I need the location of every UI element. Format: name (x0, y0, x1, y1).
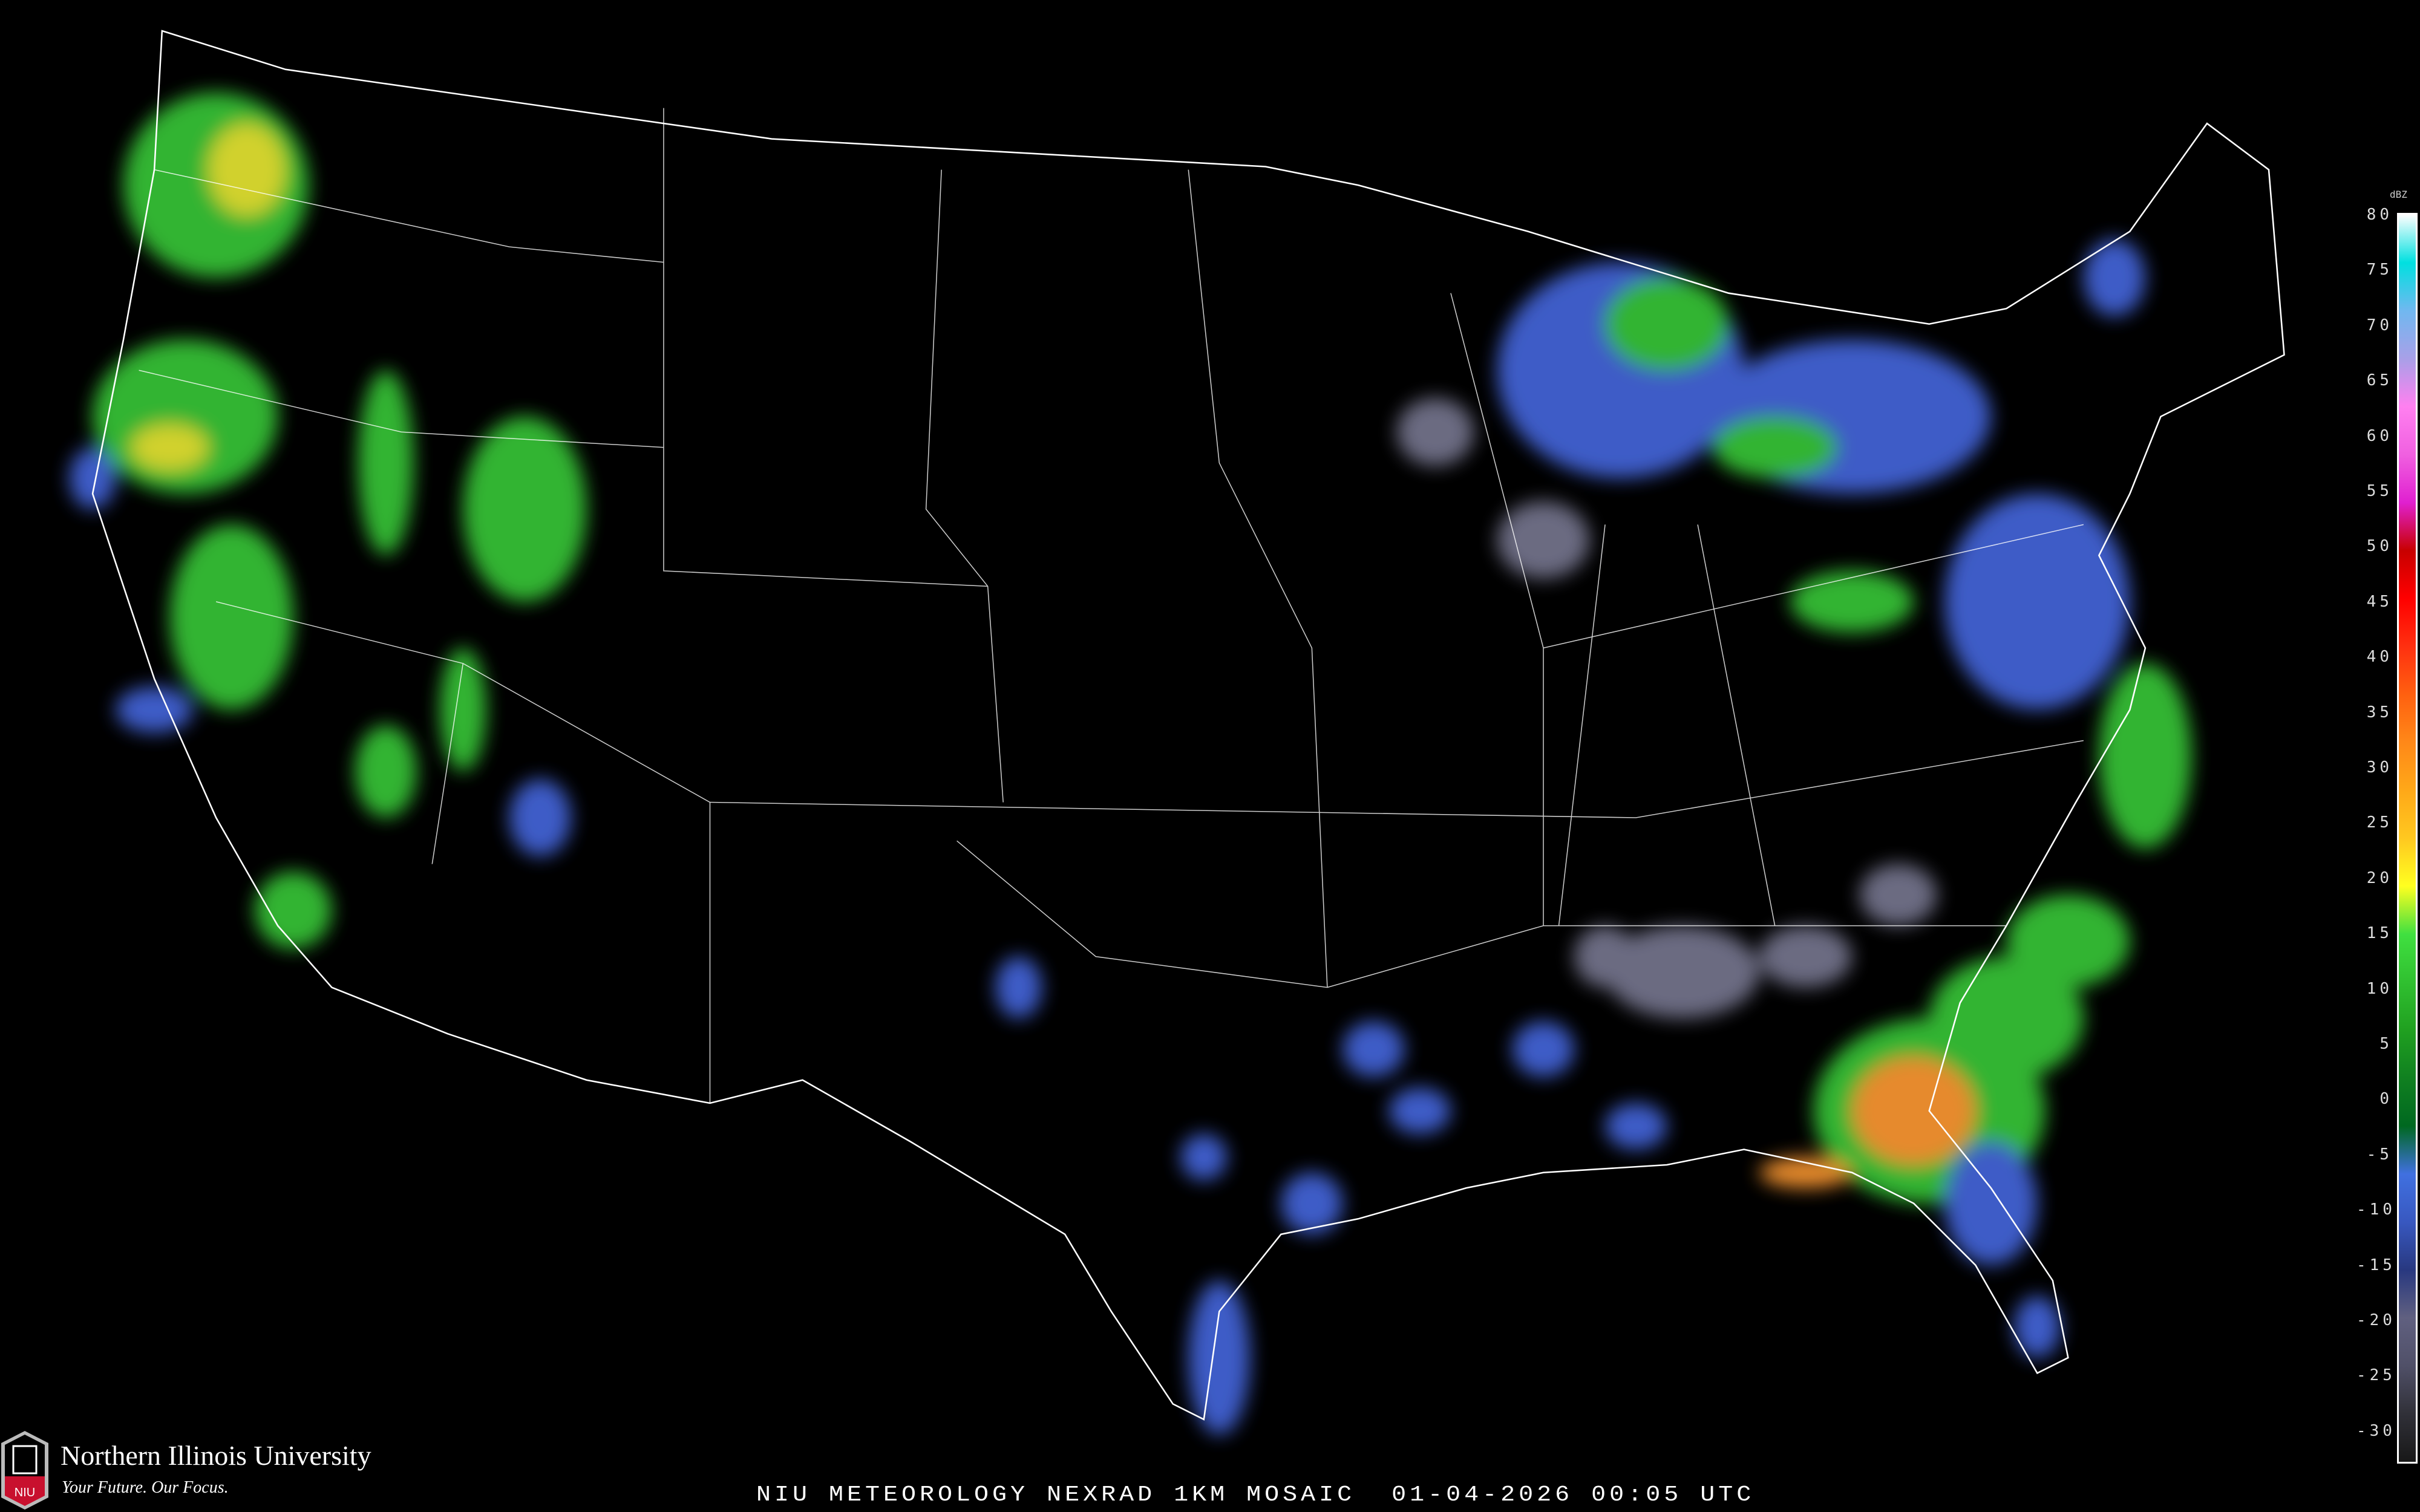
state-border (431, 663, 464, 864)
radar-echo (509, 779, 571, 856)
legend-tick: 60 (2366, 426, 2393, 445)
radar-echo (1281, 1172, 1343, 1234)
legend-tick: 55 (2366, 482, 2393, 500)
legend-tick: 30 (2366, 758, 2393, 777)
radar-echo (116, 686, 193, 733)
radar-echo (208, 123, 286, 217)
map-caption: NIU METEOROLOGY NEXRAD 1KM MOSAIC 01-04-… (756, 1483, 1755, 1508)
radar-echo (254, 872, 332, 949)
state-border (139, 370, 664, 448)
radar-echo (1497, 501, 1590, 579)
logo-mark: NIU (15, 1486, 35, 1499)
legend-tick: 20 (2366, 868, 2393, 887)
legend-tick: 50 (2366, 537, 2393, 556)
radar-echo (1180, 1134, 1228, 1181)
legend-tick: -25 (2356, 1366, 2396, 1385)
radar-echo (1929, 956, 2084, 1080)
state-borders (139, 108, 2084, 1103)
radar-echo (1605, 1103, 1667, 1150)
radar-echoes (69, 93, 2192, 1435)
legend-tick: -30 (2356, 1421, 2396, 1440)
radar-echo (1574, 925, 1637, 988)
radar-echo (1605, 278, 1729, 371)
radar-echo (1396, 398, 1474, 466)
legend-tick: 10 (2366, 979, 2393, 998)
state-border (215, 601, 710, 803)
radar-echo (1944, 494, 2130, 710)
legend-unit: dBZ (2390, 189, 2407, 200)
legend-tick: 80 (2366, 206, 2393, 224)
university-tagline: Your Future. Our Focus. (62, 1478, 229, 1497)
legend-tick: 40 (2366, 648, 2393, 666)
state-border (663, 108, 988, 587)
radar-echo (2083, 239, 2145, 316)
radar-echo (2099, 663, 2192, 849)
radar-echo (169, 524, 293, 710)
state-border (957, 840, 1327, 988)
legend-tick: 45 (2366, 592, 2393, 611)
radar-echo (1605, 925, 1760, 1018)
state-border (1543, 524, 2084, 649)
radar-echo (1188, 1280, 1251, 1435)
legend-tick: 5 (2379, 1035, 2393, 1053)
radar-echo (1790, 570, 1914, 633)
state-border (1697, 524, 1776, 926)
legend-tick: -5 (2366, 1145, 2393, 1164)
radar-echo (1512, 1021, 1575, 1077)
legend-tick: 70 (2366, 316, 2393, 334)
radar-echo (358, 370, 414, 556)
radar-echo (1944, 1141, 2038, 1265)
dbz-color-scale (2397, 213, 2418, 1464)
state-border (710, 740, 2084, 818)
radar-echo (69, 447, 116, 509)
radar-echo (1859, 864, 1937, 926)
radar-echo (355, 725, 417, 818)
radar-echo (1759, 1157, 1853, 1188)
legend-tick: 25 (2366, 813, 2393, 832)
radar-echo (1713, 416, 1837, 478)
radar-echo (131, 424, 209, 471)
radar-echo (995, 956, 1042, 1018)
radar-echo (2014, 1295, 2061, 1358)
radar-echo (1388, 1087, 1451, 1134)
radar-echo (1759, 925, 1853, 988)
niu-logo: NIU (1, 1431, 48, 1510)
state-border (1558, 524, 1606, 926)
state-border (925, 169, 1004, 803)
legend-tick: 75 (2366, 261, 2393, 279)
state-border (154, 169, 664, 263)
radar-echo (2006, 894, 2130, 988)
us-outline (91, 30, 2285, 1421)
legend-tick: 15 (2366, 924, 2393, 943)
radar-echo (440, 648, 486, 772)
legend-tick: -15 (2356, 1256, 2396, 1274)
radar-echo (93, 339, 278, 494)
state-border (1188, 169, 1328, 988)
legend-tick: 35 (2366, 703, 2393, 722)
radar-echo (1342, 1021, 1405, 1077)
legend-tick: 0 (2379, 1090, 2393, 1109)
legend-tick: 65 (2366, 371, 2393, 390)
legend-tick: -20 (2356, 1311, 2396, 1329)
radar-echo (1852, 1057, 1976, 1165)
university-name: Northern Illinois University (60, 1440, 371, 1471)
radar-echo (463, 416, 587, 602)
legend-tick: -10 (2356, 1201, 2396, 1219)
